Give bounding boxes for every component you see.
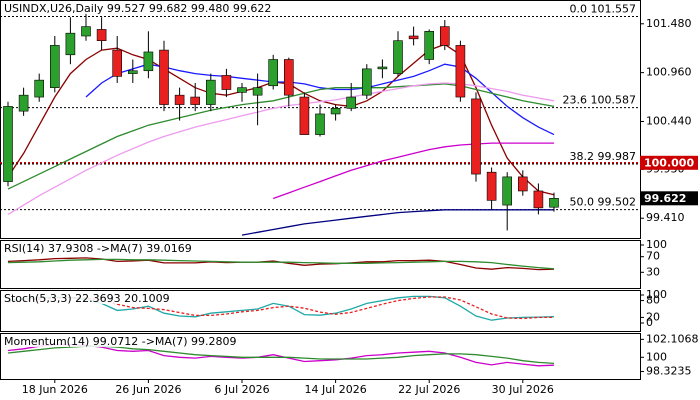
fib-label: 50.0 99.502	[570, 196, 636, 209]
price-box-label: 99.622	[644, 192, 686, 205]
y-tick-label: 0	[646, 316, 653, 329]
candle-body	[471, 98, 481, 175]
candle-body	[96, 29, 107, 41]
candle-body	[502, 176, 513, 206]
y-tick-label: 20	[646, 310, 660, 323]
candle-body	[517, 176, 528, 192]
y-tick-label: 101.480	[646, 17, 692, 30]
panel-frame	[0, 290, 641, 332]
price-box	[640, 155, 698, 170]
y-tick-label: 100	[646, 238, 667, 251]
y-tick-label: 98.3235	[646, 365, 692, 378]
candle-body	[206, 79, 216, 105]
candle-body	[533, 190, 544, 209]
y-tick-label: 100	[646, 350, 667, 363]
indicator-line	[241, 209, 554, 236]
y-tick-label: 80	[646, 294, 660, 307]
panel-title: RSI(14) 37.9308 ->MA(7) 39.0169	[4, 242, 192, 255]
y-tick-label: 100.960	[646, 66, 692, 79]
panel-frame	[0, 333, 641, 380]
candle-body	[424, 30, 435, 60]
y-tick-label: 99.410	[646, 211, 685, 224]
y-tick-label: 70	[646, 250, 660, 263]
candle-body	[299, 96, 310, 135]
panel-title: USINDX,U26,Daily 99.527 99.682 99.480 99…	[4, 2, 271, 15]
candle-body	[3, 106, 13, 182]
y-tick-label: 102.1068	[646, 332, 699, 345]
candle-body	[486, 171, 497, 201]
candle-body	[346, 96, 357, 109]
panel-title: Stoch(5,3,3) 22.3693 20.1009	[4, 292, 170, 305]
candle-body	[549, 198, 559, 208]
candle-body	[455, 45, 466, 98]
candle-body	[143, 51, 154, 72]
candle-body	[439, 26, 450, 46]
indicator-line	[272, 142, 554, 200]
candle-body	[237, 87, 247, 93]
candle-body	[315, 113, 325, 135]
panel-frame	[0, 240, 641, 289]
panel-frame	[0, 0, 641, 239]
candle-body	[190, 96, 200, 105]
title-bg	[2, 335, 239, 347]
candle-body	[408, 35, 419, 40]
candle-body	[112, 49, 122, 77]
candle-body	[174, 94, 185, 105]
title-bg	[2, 242, 194, 254]
candle-body	[159, 49, 169, 105]
candle-body	[34, 79, 45, 98]
x-tick-label: 22 Jul 2026	[398, 383, 460, 396]
y-tick-label: 100	[646, 288, 667, 301]
price-box	[640, 191, 698, 206]
fib-label: 23.6 100.587	[563, 94, 636, 107]
title-bg	[2, 2, 274, 14]
fib-label: 38.2 99.987	[570, 150, 636, 163]
candle-body	[65, 32, 76, 56]
x-tick-label: 6 Jul 2026	[214, 383, 269, 396]
candle-body	[330, 108, 341, 115]
x-tick-label: 18 Jun 2026	[22, 383, 88, 396]
candle-body	[393, 40, 403, 74]
candle-body	[252, 87, 263, 96]
price-box-label: 100.000	[644, 156, 694, 169]
x-tick-label: 14 Jul 2026	[304, 383, 366, 396]
fib-label: 0.0 101.557	[570, 3, 636, 16]
panel-title: Momentum(14) 99.0712 ->MA(7) 99.2809	[4, 335, 237, 348]
candle-body	[81, 26, 91, 37]
candle-body	[283, 59, 294, 96]
x-tick-label: 30 Jul 2026	[492, 383, 554, 396]
title-bg	[2, 292, 172, 304]
candle-body	[49, 45, 60, 88]
candle-body	[377, 66, 388, 70]
candle-body	[361, 68, 372, 96]
y-tick-label: 30	[646, 265, 660, 278]
indicator-line	[7, 258, 555, 270]
x-tick-label: 26 Jun 2026	[115, 383, 181, 396]
candle-body	[18, 94, 29, 112]
candle-body	[221, 75, 232, 90]
candle-body	[128, 70, 138, 74]
y-tick-label: 100.440	[646, 114, 692, 127]
candle-body	[268, 59, 279, 87]
